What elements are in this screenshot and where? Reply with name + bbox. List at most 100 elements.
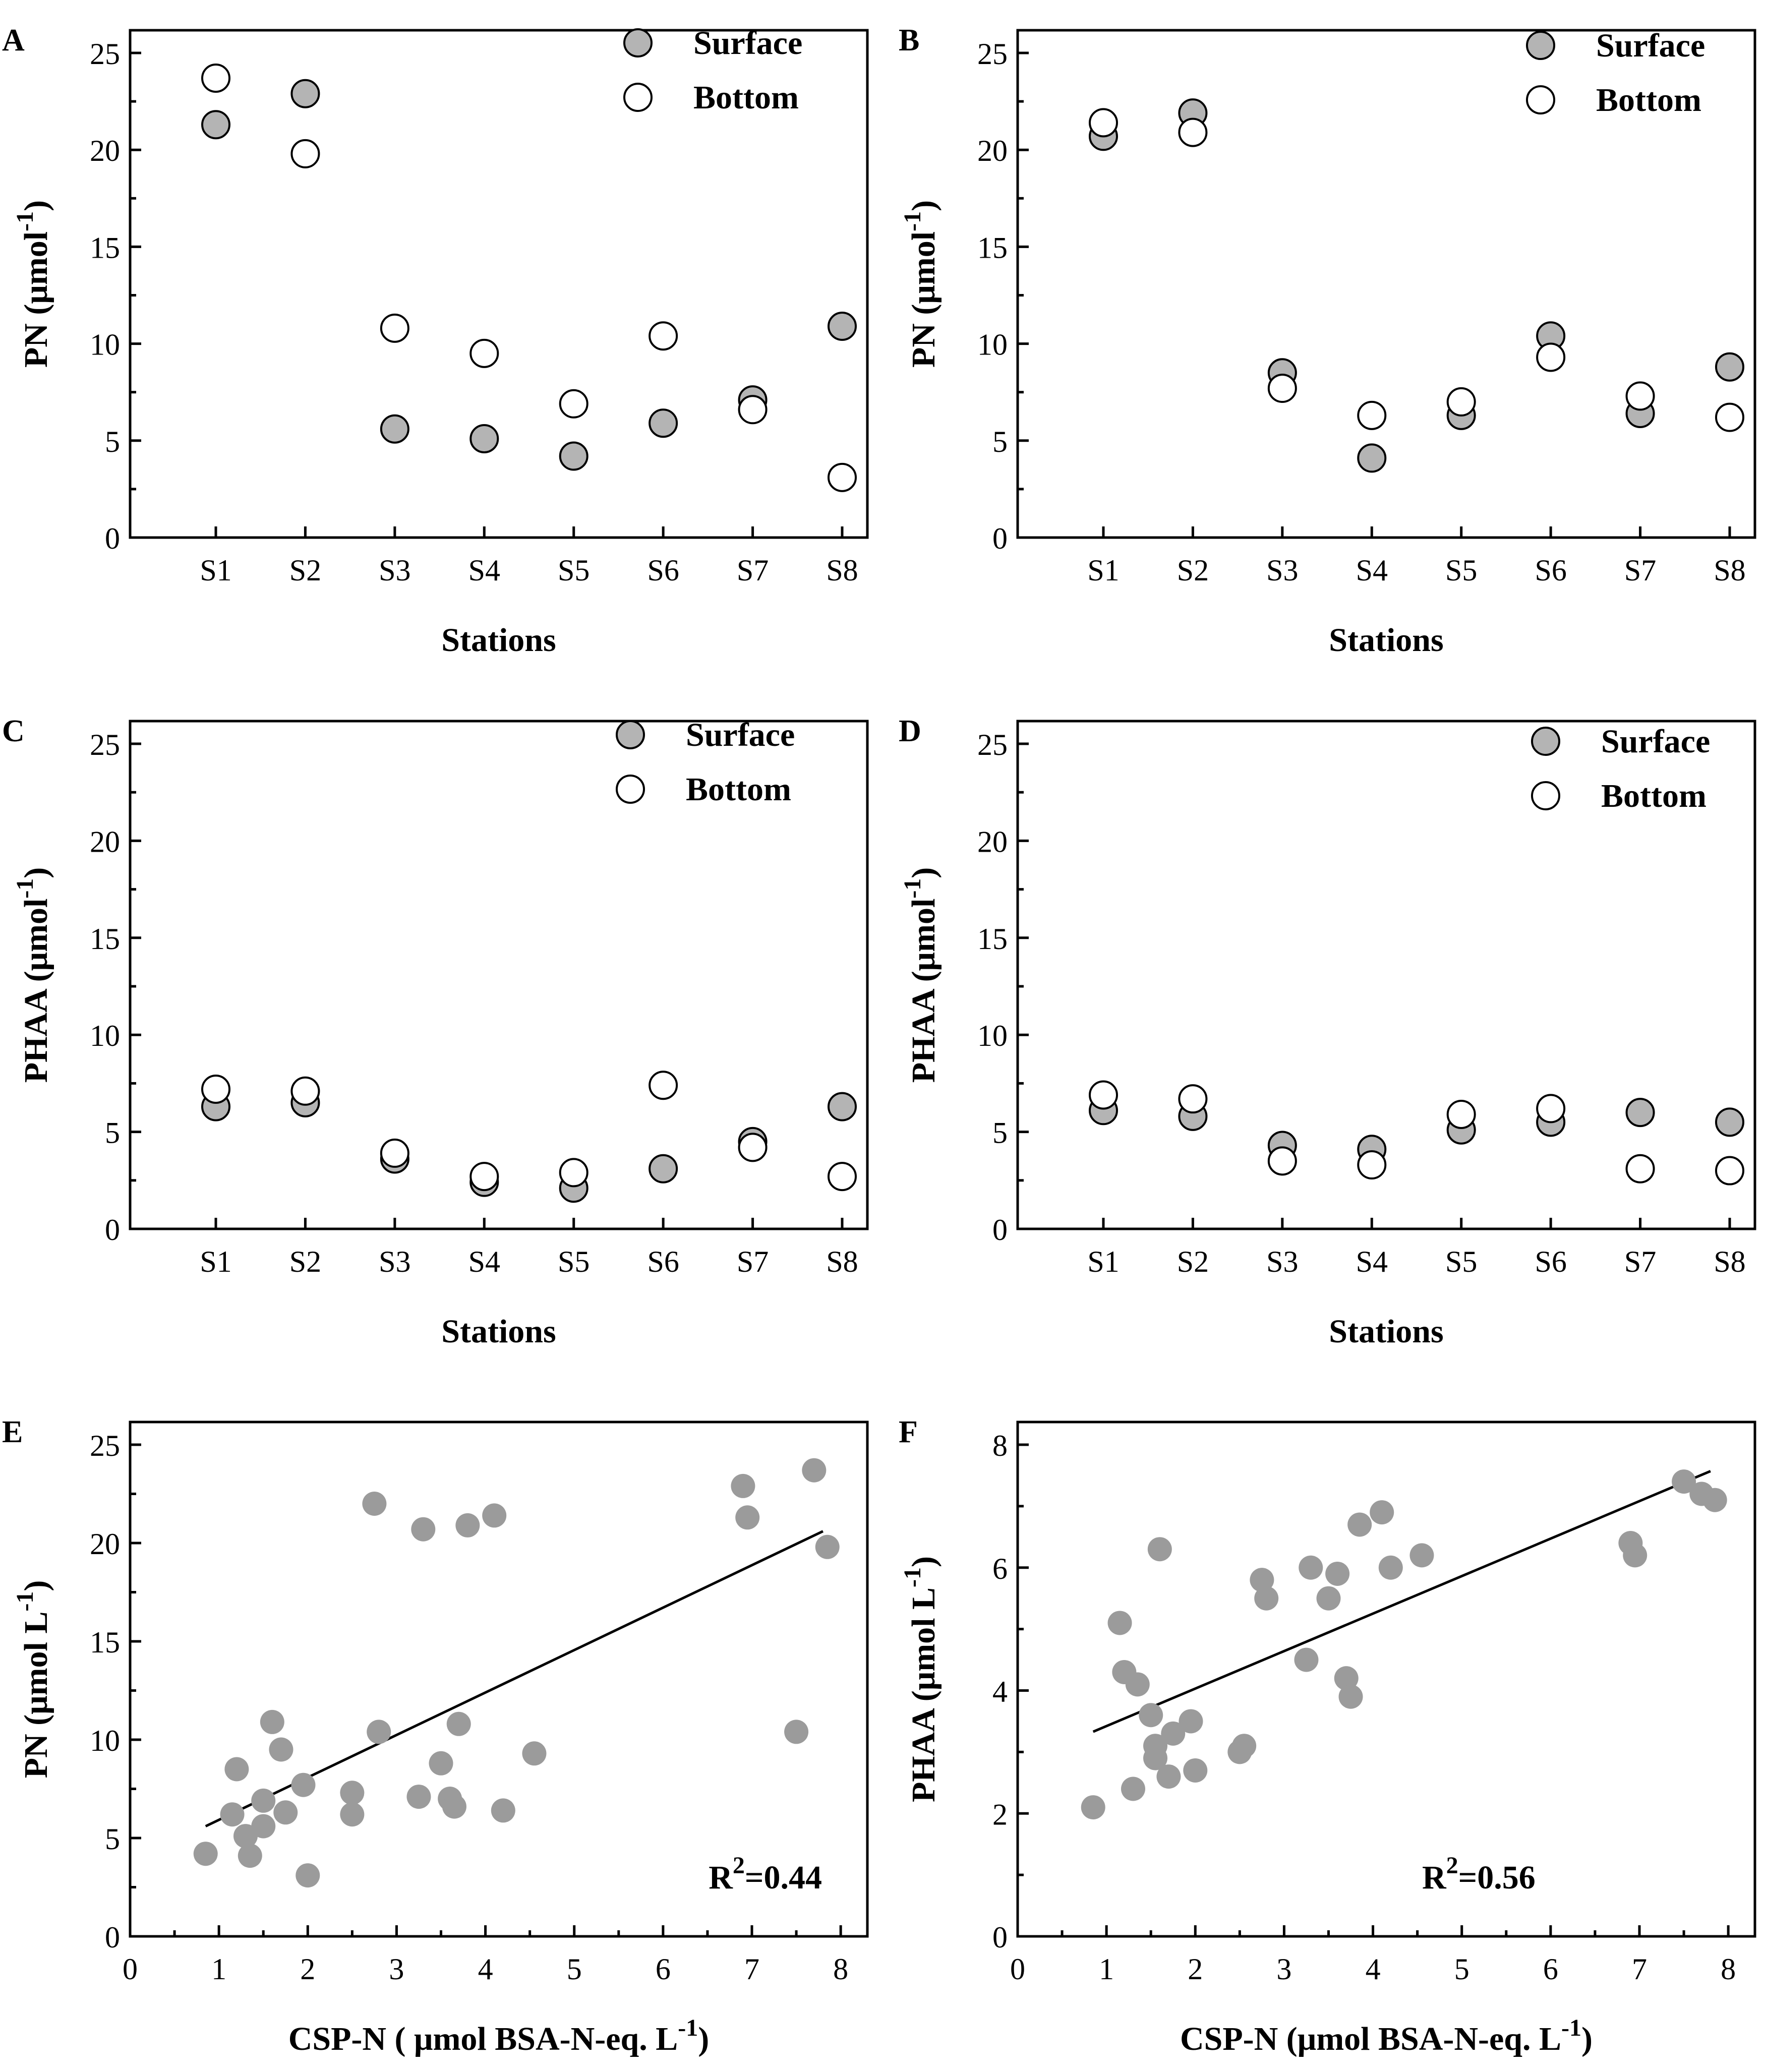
y-tick-label: 6 <box>992 1552 1008 1585</box>
y-tick-label: 15 <box>90 1626 120 1659</box>
data-point <box>1325 1561 1350 1586</box>
bottom-point <box>559 389 589 419</box>
surface-point <box>1625 1098 1655 1128</box>
y-tick-label: 5 <box>105 1822 120 1856</box>
y-tick-label: 25 <box>977 37 1008 71</box>
y-tick-label: 0 <box>992 1213 1008 1247</box>
x-tick-label: S7 <box>737 1245 769 1278</box>
y-axis-label: PN (μmol L-1) <box>12 1580 54 1779</box>
y-tick-label: 0 <box>105 1213 120 1247</box>
x-axis-label: Stations <box>1329 1313 1443 1350</box>
x-tick-label: S8 <box>826 1245 858 1278</box>
bottom-point <box>828 462 857 492</box>
y-axis-label: PHAA (μmol-1) <box>899 867 942 1083</box>
data-point <box>522 1741 547 1766</box>
x-tick-label: 4 <box>1366 1952 1381 1986</box>
data-point <box>411 1517 436 1542</box>
bottom-point <box>469 1162 499 1192</box>
data-point <box>815 1534 840 1559</box>
data-point <box>482 1503 507 1528</box>
x-tick-label: S7 <box>1624 554 1656 587</box>
bottom-point <box>1267 1146 1297 1176</box>
x-tick-label: S5 <box>1445 554 1477 587</box>
x-tick-label: 8 <box>833 1952 848 1986</box>
x-axis-label-sup: -1 <box>1561 2015 1581 2041</box>
y-tick-label: 15 <box>977 231 1008 264</box>
data-point <box>1294 1647 1319 1672</box>
r-squared-sup: 2 <box>1446 1852 1458 1879</box>
x-tick-label: S4 <box>468 1245 500 1278</box>
x-tick-label: S8 <box>1714 554 1745 587</box>
surface-point <box>828 312 857 341</box>
data-point <box>1254 1586 1279 1611</box>
x-tick-label: 6 <box>656 1952 671 1986</box>
x-axis-label-main: CSP-N ( μmol BSA-N-eq. L <box>288 2021 678 2057</box>
surface-point <box>649 1154 678 1183</box>
panel-letter: A <box>2 23 25 57</box>
bottom-point <box>1357 400 1387 430</box>
x-tick-label: 2 <box>1188 1952 1203 1986</box>
surface-point <box>649 408 678 438</box>
x-tick-label: S4 <box>1356 1245 1388 1278</box>
x-tick-label: S8 <box>826 554 858 587</box>
x-tick-label: 7 <box>744 1952 759 1986</box>
legend-marker-bottom <box>1526 85 1555 114</box>
data-point <box>251 1814 276 1839</box>
x-axis-label: Stations <box>1329 622 1443 659</box>
x-tick-label: S5 <box>558 1245 590 1278</box>
x-tick-label: S7 <box>737 554 769 587</box>
legend-marker-bottom <box>623 83 653 112</box>
x-axis-label-tail: ) <box>1581 2021 1593 2057</box>
x-tick-label: S3 <box>1266 1245 1298 1278</box>
data-point <box>406 1785 431 1809</box>
y-axis-label-tail: ) <box>18 1580 54 1591</box>
legend-marker-surface <box>1531 727 1560 756</box>
data-point <box>429 1751 453 1775</box>
y-axis-label-sup: -1 <box>899 1567 926 1587</box>
y-axis-label: PHAA (μmol L-1) <box>899 1556 942 1802</box>
y-axis-label-main: PN (μmol <box>905 231 942 368</box>
data-point <box>340 1781 365 1805</box>
data-point <box>273 1800 298 1825</box>
x-tick-label: S1 <box>1087 554 1119 587</box>
x-tick-label: S4 <box>1356 554 1388 587</box>
x-axis-label-main: CSP-N (μmol BSA-N-eq. L <box>1180 2021 1561 2057</box>
panel-letter: B <box>899 23 919 57</box>
data-point <box>1081 1795 1105 1820</box>
x-tick-label: S5 <box>1445 1245 1477 1278</box>
panel-b: B 0 5 10 15 20 25 PN (μmol-1) S1 S2 S3 S4 S5 S6 S7 S8 St… <box>899 23 1756 659</box>
x-tick-label: S2 <box>289 554 321 587</box>
y-tick-label: 10 <box>977 328 1008 362</box>
bottom-point <box>201 1074 230 1104</box>
bottom-point <box>1625 1154 1655 1183</box>
panel-c: C 0 5 10 15 20 25 PHAA (μmol-1) S1 S2 S3 S4 S5 S6 S7 S8… <box>2 714 869 1350</box>
plot-frame <box>129 1420 869 1938</box>
y-tick-label: 15 <box>977 922 1008 956</box>
x-axis-label: CSP-N ( μmol BSA-N-eq. L-1) <box>288 2015 710 2057</box>
data-point <box>731 1473 755 1498</box>
surface-point <box>290 79 320 108</box>
x-axis-label: Stations <box>441 622 556 659</box>
y-axis-label-main: PN (μmol <box>18 231 54 368</box>
r-squared-annotation: R2=0.56 <box>1422 1852 1536 1896</box>
data-point <box>220 1802 245 1827</box>
x-axis-label-tail: ) <box>698 2021 709 2057</box>
data-point <box>251 1788 276 1813</box>
bottom-point <box>738 395 768 425</box>
x-tick-label: 0 <box>1010 1952 1025 1986</box>
data-point <box>1143 1746 1168 1770</box>
plot-frame <box>129 720 869 1230</box>
surface-point <box>1715 352 1744 382</box>
legend-label-surface: Surface <box>1601 723 1710 760</box>
y-tick-label: 5 <box>992 1116 1008 1150</box>
y-tick-label: 5 <box>992 425 1008 458</box>
r-squared-value: =0.56 <box>1458 1859 1536 1896</box>
y-axis-label-tail: ) <box>18 200 54 211</box>
bottom-point <box>290 1076 320 1106</box>
surface-point <box>1357 443 1387 473</box>
bottom-point <box>201 63 230 93</box>
x-tick-label: S4 <box>468 554 500 587</box>
data-point <box>1147 1537 1172 1562</box>
